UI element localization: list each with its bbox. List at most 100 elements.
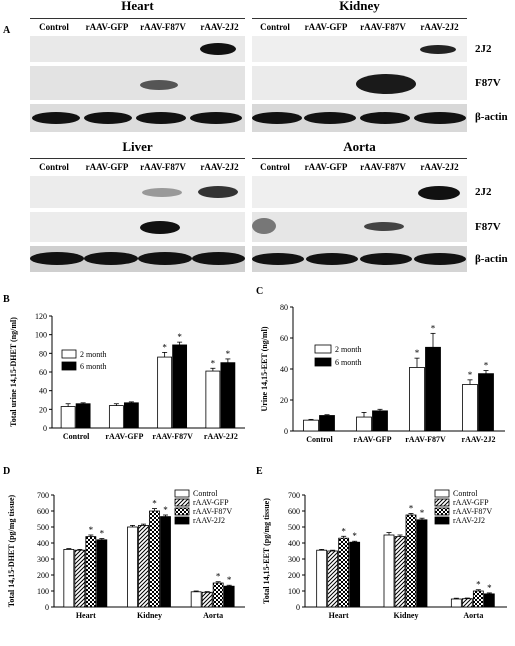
blot-heart-actin xyxy=(30,104,245,132)
legend-label: rAAV-GFP xyxy=(193,498,229,507)
blot-title-aorta: Aorta xyxy=(343,139,376,154)
legend-swatch xyxy=(174,498,190,507)
y-axis-label: Total 14,15-DHET (pg/mg tissue) xyxy=(7,494,16,607)
col-control-heart: Control xyxy=(39,22,69,32)
panel-label-d: D xyxy=(3,466,11,477)
significance-star: * xyxy=(163,505,168,515)
x-tick-label: Heart xyxy=(329,611,349,620)
band xyxy=(190,112,242,124)
significance-star: * xyxy=(162,342,167,352)
x-tick-label: Aorta xyxy=(203,611,223,620)
bar xyxy=(85,536,97,608)
blot-aorta-f87v xyxy=(252,212,467,242)
band xyxy=(84,112,132,124)
significance-star: * xyxy=(100,529,105,539)
y-axis-label: Total urine 14,15-DHET (ng/ml) xyxy=(9,317,18,427)
legend-swatch xyxy=(174,507,190,516)
band xyxy=(360,112,410,124)
col-f87v-heart: rAAV-F87V xyxy=(140,22,186,32)
bar xyxy=(190,591,202,608)
bar xyxy=(201,591,213,608)
col-2j2-aorta: rAAV-2J2 xyxy=(420,162,459,172)
panel-label-c: C xyxy=(256,286,264,297)
blot-kidney-f87v xyxy=(252,66,467,100)
y-tick-label: 400 xyxy=(288,539,300,548)
band xyxy=(414,112,466,124)
legend-label: rAAV-F87V xyxy=(193,507,232,516)
bar xyxy=(223,585,235,608)
blot-aorta-actin xyxy=(252,246,467,272)
bar xyxy=(316,549,328,608)
bar xyxy=(138,525,149,608)
band xyxy=(364,222,404,231)
band-label-actin: β-actin xyxy=(475,111,508,123)
col-2j2-heart: rAAV-2J2 xyxy=(200,22,239,32)
bar xyxy=(60,406,76,429)
x-tick-label: rAAV-2J2 xyxy=(204,432,238,441)
x-tick-label: Heart xyxy=(76,611,96,620)
y-axis-label: Urine 14,15-EET (ng/ml) xyxy=(260,326,269,411)
x-tick-label: rAAV-GFP xyxy=(105,432,143,441)
chart-b: 0 20 40 60 80 100 120 Total urine 14,15-DHET (n… xyxy=(9,312,245,441)
band xyxy=(32,112,80,124)
bar xyxy=(450,598,462,608)
y-tick-label: 500 xyxy=(288,523,300,532)
legend-label: Control xyxy=(453,489,478,498)
x-tick-label: Control xyxy=(306,435,333,444)
bar xyxy=(319,415,335,432)
band xyxy=(30,252,84,265)
x-tick-label: Kidney xyxy=(394,611,419,620)
significance-star: * xyxy=(484,361,489,371)
legend-swatch xyxy=(434,489,450,498)
significance-star: * xyxy=(226,349,231,359)
legend-label: rAAV-2J2 xyxy=(193,516,225,525)
bar xyxy=(405,514,417,608)
significance-star: * xyxy=(420,508,425,518)
band-label-f87v: F87V xyxy=(475,77,501,89)
blot-heart-2j2 xyxy=(30,36,245,62)
band-label-f87v-lower: F87V xyxy=(475,221,501,233)
y-tick-label: 0 xyxy=(296,603,300,612)
bar xyxy=(157,356,173,429)
band xyxy=(360,253,412,265)
col-control-kidney: Control xyxy=(260,22,290,32)
bar xyxy=(75,403,91,429)
blot-liver-actin xyxy=(30,246,245,272)
y-tick-label: 20 xyxy=(280,396,288,405)
bar xyxy=(461,598,473,608)
bar xyxy=(394,536,406,608)
col-gfp-heart: rAAV-GFP xyxy=(85,22,129,32)
col-f87v-kidney: rAAV-F87V xyxy=(360,22,406,32)
band xyxy=(140,80,178,90)
blot-kidney-actin xyxy=(252,104,467,132)
blot-title-kidney: Kidney xyxy=(339,0,380,13)
legend-swatch xyxy=(314,344,332,354)
x-tick-label: Kidney xyxy=(137,611,162,620)
significance-star: * xyxy=(211,358,216,368)
blot-kidney-2j2 xyxy=(252,36,467,62)
blot-title-heart: Heart xyxy=(121,0,154,13)
significance-star: * xyxy=(352,531,357,541)
bar xyxy=(127,526,138,608)
y-tick-label: 100 xyxy=(288,587,300,596)
y-tick-label: 100 xyxy=(35,331,47,340)
bar xyxy=(149,510,160,608)
y-tick-label: 700 xyxy=(288,491,300,500)
bar xyxy=(425,346,441,432)
significance-star: * xyxy=(89,525,94,535)
chart-e: 0 100 200 300 400 500 600 700 Total 14,15-EET (p… xyxy=(262,489,507,620)
y-tick-label: 600 xyxy=(37,507,49,516)
band xyxy=(138,252,192,265)
bar xyxy=(338,537,350,608)
bar xyxy=(160,516,171,608)
panel-label-b: B xyxy=(3,294,10,305)
legend-swatch xyxy=(314,357,332,367)
bar xyxy=(409,367,425,432)
significance-star: * xyxy=(341,526,346,536)
y-tick-label: 200 xyxy=(37,571,49,580)
y-tick-label: 300 xyxy=(37,555,49,564)
col-control-liver: Control xyxy=(39,162,69,172)
legend-label: rAAV-GFP xyxy=(453,498,489,507)
y-tick-label: 600 xyxy=(288,507,300,516)
